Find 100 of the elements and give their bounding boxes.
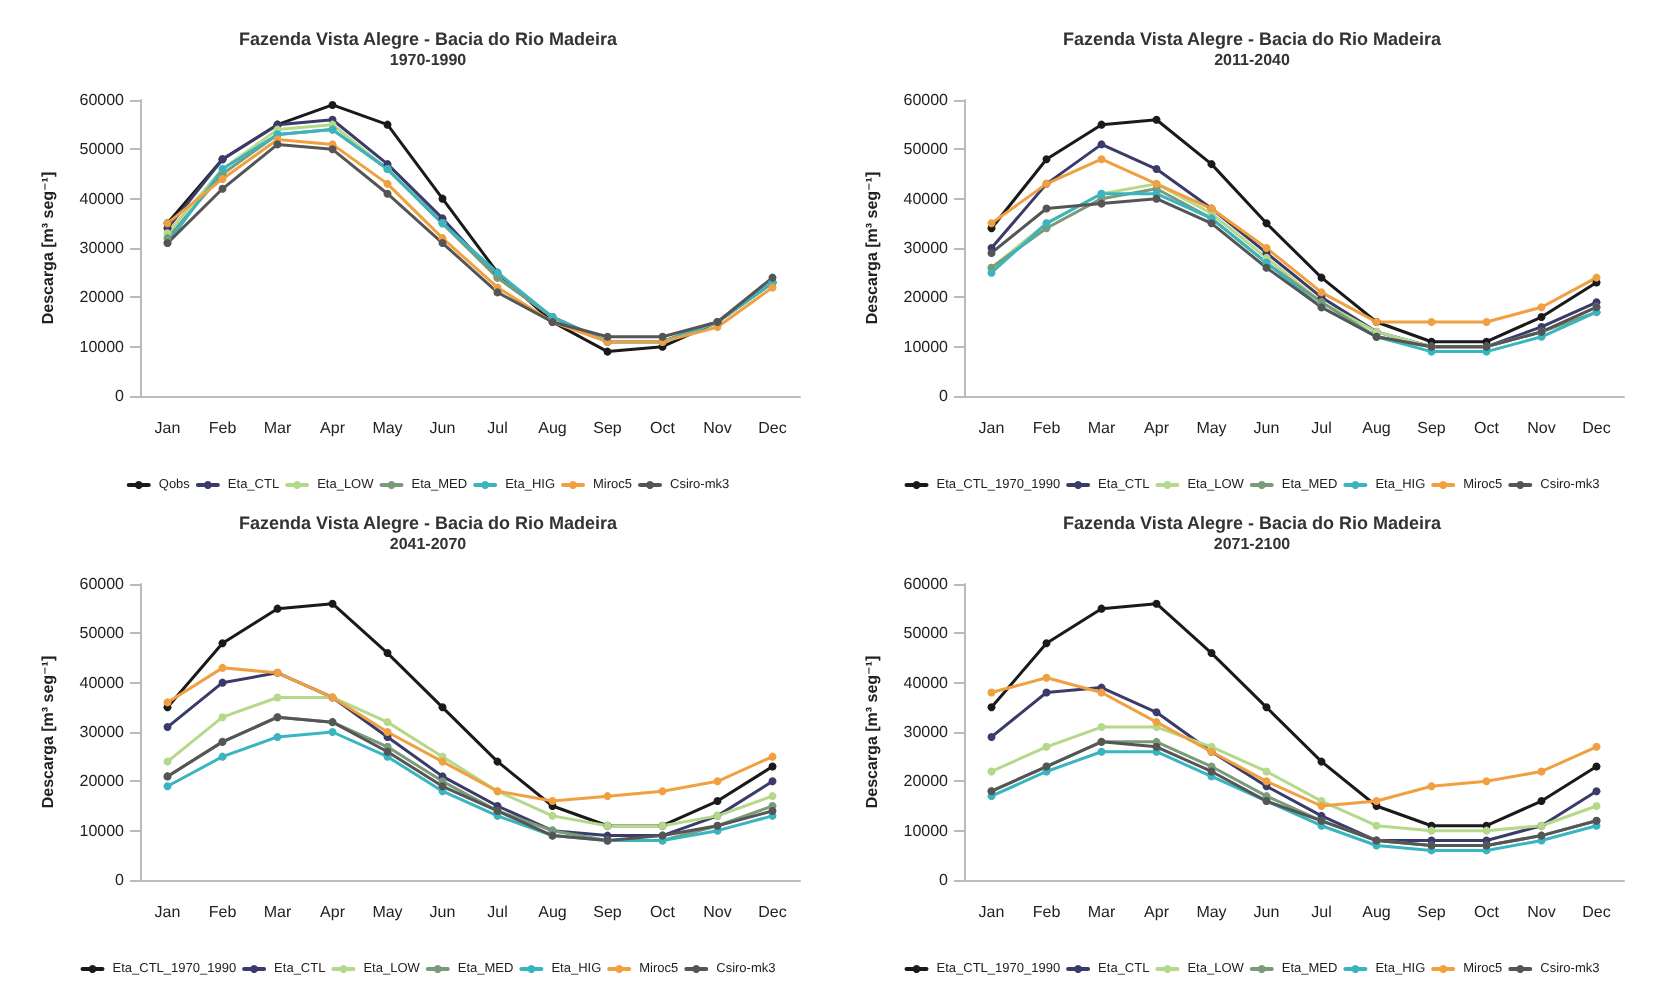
y-tick-label: 0 [115,871,126,889]
y-tick-label: 20000 [903,288,950,307]
x-tick-label: Oct [1474,903,1501,921]
point [1482,318,1491,326]
point [1207,649,1216,658]
point [218,713,227,722]
chart-title: Fazenda Vista Alegre - Bacia do Rio Madeira [1062,513,1444,533]
chart-subtitle: 2011-2040 [1214,51,1291,69]
y-tick-label: 30000 [903,723,950,741]
x-tick-label: Feb [1032,419,1062,437]
point [987,219,996,228]
y-tick-label: 20000 [79,288,126,307]
point [713,777,722,786]
point [218,752,227,761]
x-tick-label: Dec [758,419,787,437]
y-tick-label: 10000 [903,821,950,840]
x-tick-label: Dec [758,903,787,921]
point [1262,767,1271,776]
y-axis-title: Descarga [m³ seg⁻¹] [863,655,881,809]
y-tick-label: 60000 [903,91,950,109]
point [328,599,337,608]
x-tick-label: Mar [1087,903,1116,921]
point [1262,777,1271,786]
point [987,248,996,257]
point [438,782,447,791]
point [328,145,337,154]
point [383,120,392,129]
point [1537,313,1546,322]
point [218,678,227,687]
y-axis-title: Descarga [m³ seg⁻¹] [39,171,57,325]
point [603,332,612,341]
chart-title: Fazenda Vista Alegre - Bacia do Rio Madeira [1062,29,1444,49]
y-tick-label: 10000 [79,821,126,840]
point [438,194,447,203]
y-tick-label: 0 [939,387,950,405]
point [768,273,777,282]
x-tick-label: May [372,903,403,921]
point [1097,120,1106,129]
point [987,732,996,741]
point [1537,767,1546,776]
y-tick-label: 50000 [903,624,950,643]
point [1427,826,1436,835]
point [1262,219,1271,228]
point [1207,219,1216,228]
x-tick-label: Sep [593,419,623,437]
y-tick-label: 60000 [903,575,950,593]
point [1097,604,1106,613]
point [273,732,282,741]
point [1152,599,1161,608]
y-tick-label: 0 [115,387,126,405]
x-tick-label: Aug [538,903,567,921]
x-tick-label: Feb [208,903,238,921]
point [1317,757,1326,766]
point [658,787,667,796]
point [1592,787,1601,796]
x-tick-label: Jun [429,419,456,437]
x-tick-label: Feb [208,419,238,437]
point [1427,318,1436,326]
point [1262,244,1271,252]
point [1152,718,1161,727]
point [1152,708,1161,717]
chart-subtitle: 2071-2100 [1213,535,1292,553]
point [163,782,172,791]
y-tick-label: 0 [939,871,950,889]
y-tick-label: 50000 [79,140,126,159]
point [438,757,447,766]
point [987,268,996,277]
point [768,762,777,771]
point [713,797,722,806]
y-tick-label: 20000 [79,772,126,791]
point [1097,688,1106,697]
x-tick-label: Nov [1527,419,1556,437]
point [1042,639,1051,648]
point [1482,777,1491,786]
x-tick-label: Apr [320,903,346,921]
x-tick-label: Sep [1417,419,1447,437]
point [1372,797,1381,806]
point [548,811,557,820]
point [218,663,227,672]
x-tick-label: Mar [263,419,292,437]
x-tick-label: Apr [1144,903,1170,921]
x-tick-label: Dec [1582,903,1611,921]
chart-subtitle: 2041-2070 [389,535,468,553]
point [218,184,227,193]
point [273,140,282,149]
y-tick-label: 10000 [903,337,950,356]
point [383,649,392,658]
x-tick-label: Jul [1311,903,1333,921]
x-tick-label: Feb [1032,903,1062,921]
point [1592,762,1601,771]
point [987,688,996,697]
point [548,797,557,806]
x-tick-label: Apr [320,419,346,437]
x-tick-label: Dec [1582,419,1611,437]
point [218,174,227,183]
point [987,767,996,776]
y-tick-label: 10000 [79,337,126,356]
point [493,288,502,297]
point [383,179,392,188]
point [1097,747,1106,756]
